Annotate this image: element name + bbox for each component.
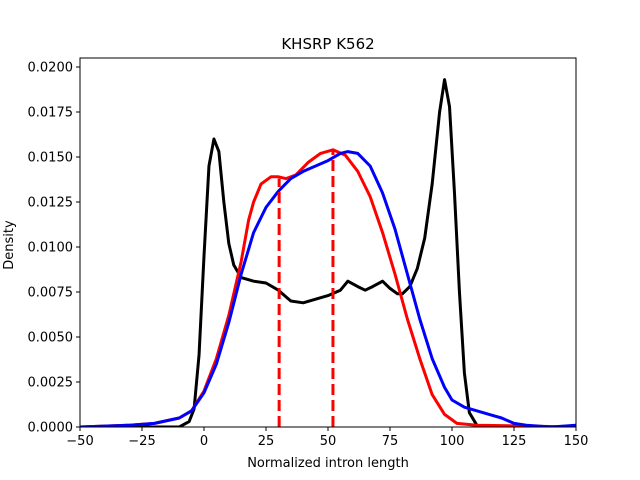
x-tick-label: −50	[66, 434, 93, 449]
y-tick-label: 0.0200	[28, 61, 74, 76]
series-line-2	[80, 150, 576, 427]
y-tick-label: 0.0025	[28, 376, 74, 391]
x-tick-label: 25	[258, 434, 275, 449]
x-tick-label: 150	[564, 434, 589, 449]
y-axis: 0.0000 0.0025 0.0050 0.0075 0.0100 0.0125 0.01…	[28, 61, 80, 436]
y-tick-label: 0.0000	[28, 421, 74, 436]
y-tick-label: 0.0175	[28, 106, 74, 121]
series-line-0	[80, 78, 576, 427]
x-tick-label: 100	[440, 434, 465, 449]
y-tick-label: 0.0125	[28, 196, 74, 211]
x-tick-label: −25	[128, 434, 155, 449]
series-line-1	[80, 148, 576, 427]
plot-frame	[79, 57, 577, 428]
y-tick-label: 0.0100	[28, 241, 74, 256]
chart-title: KHSRP K562	[281, 35, 374, 53]
x-tick-label: 0	[200, 434, 208, 449]
x-axis: −50 −25 0 25 50 75 100 125 150	[66, 427, 588, 449]
y-tick-label: 0.0050	[28, 331, 74, 346]
y-axis-label: Density	[2, 220, 17, 270]
y-tick-label: 0.0075	[28, 286, 74, 301]
x-tick-label: 75	[382, 434, 399, 449]
x-axis-label: Normalized intron length	[247, 456, 409, 471]
y-tick-label: 0.0150	[28, 151, 74, 166]
x-tick-label: 50	[320, 434, 337, 449]
plot-area	[80, 78, 576, 427]
x-tick-label: 125	[502, 434, 527, 449]
